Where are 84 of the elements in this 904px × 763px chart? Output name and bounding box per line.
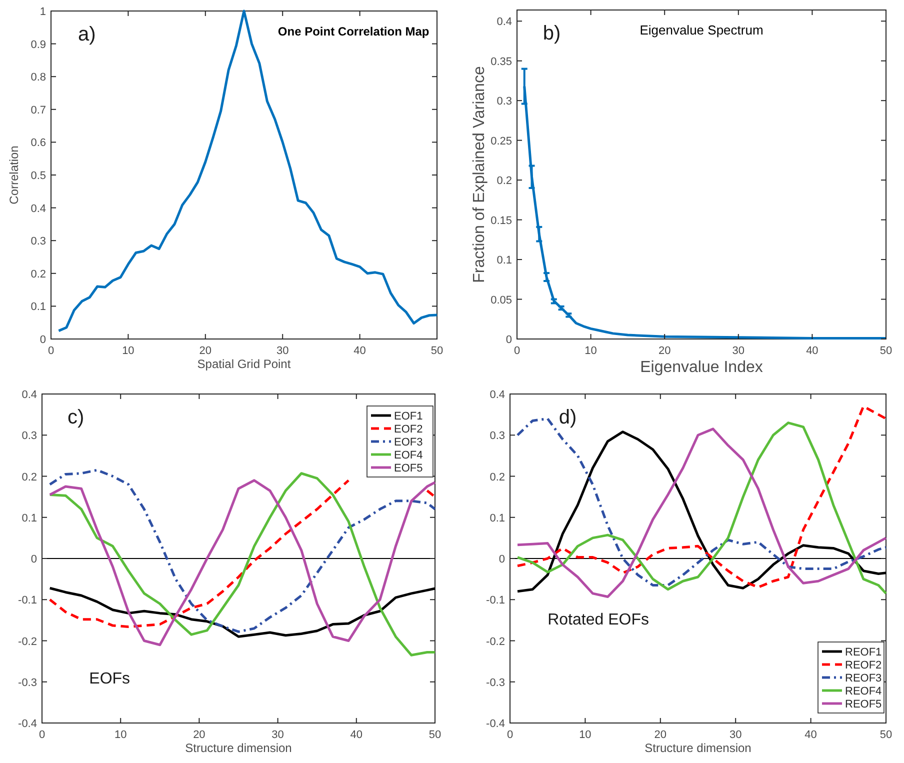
x-axis-title: Spatial Grid Point (197, 357, 292, 371)
x-tick-label: 30 (732, 345, 745, 357)
x-tick-label: 50 (430, 345, 444, 357)
x-tick-label: 40 (806, 345, 818, 357)
text: One Point Correlation Map (278, 24, 430, 39)
legend-label: EOF3 (394, 436, 423, 448)
y-tick-label: 0 (30, 554, 37, 566)
x-tick-label: 20 (193, 729, 206, 741)
y-tick-label: 0.1 (22, 512, 37, 524)
x-axis-title: Structure dimension (185, 741, 292, 755)
legend-label: REOF1 (845, 646, 882, 658)
x-tick-label: 0 (514, 345, 520, 357)
y-tick-label: -0.2 (18, 636, 37, 648)
y-tick-label: 0.2 (496, 175, 512, 188)
x-tick-label: 0 (48, 345, 54, 357)
legend-label: EOF1 (394, 410, 423, 422)
y-tick-label: -0.4 (486, 718, 505, 730)
y-tick-label: -0.1 (18, 594, 37, 607)
legend-label: EOF5 (394, 462, 423, 474)
y-tick-label: 0.7 (30, 104, 46, 116)
y-tick-label: 0.4 (490, 389, 505, 401)
x-tick-label: 40 (350, 729, 363, 741)
y-tick-label: 0.3 (30, 236, 46, 248)
legend-label: REOF4 (845, 686, 882, 698)
x-tick-label: 50 (880, 345, 892, 357)
legend-label: REOF3 (845, 672, 882, 684)
y-tick-label: 0.8 (30, 72, 46, 84)
y-tick-label: 0.15 (490, 214, 512, 227)
annotation: d) (558, 406, 577, 429)
y-tick-label: -0.1 (486, 594, 505, 607)
y-tick-label: 0.9 (30, 38, 46, 51)
annotation: c) (68, 406, 84, 429)
x-tick-label: 10 (584, 345, 597, 357)
y-tick-label: 0.1 (30, 301, 46, 314)
y-tick-label: 0.1 (496, 254, 512, 267)
y-tick-label: 0 (506, 334, 512, 346)
x-tick-label: 40 (354, 345, 366, 357)
y-tick-label: 0.6 (30, 137, 46, 150)
x-tick-label: 10 (579, 729, 592, 741)
y-tick-label: -0.3 (486, 676, 505, 689)
y-axis-title: Correlation (7, 146, 21, 204)
y-tick-label: 0.4 (22, 389, 37, 401)
y-tick-label: 1 (40, 6, 46, 18)
y-axis-title: Fraction of Explained Variance (471, 66, 488, 283)
y-tick-label: 0.3 (496, 96, 512, 108)
annotation: a) (78, 24, 96, 46)
y-tick-label: 0.1 (490, 512, 505, 524)
x-tick-label: 40 (804, 729, 817, 741)
y-tick-label: 0.2 (22, 471, 37, 484)
y-tick-label: 0.5 (30, 170, 46, 182)
y-tick-label: -0.4 (18, 718, 37, 730)
y-tick-label: 0.35 (490, 56, 512, 68)
legend-label: REOF5 (845, 698, 882, 710)
y-tick-label: -0.2 (486, 636, 505, 648)
y-tick-label: 0.4 (30, 202, 46, 215)
x-tick-label: 30 (276, 345, 289, 357)
y-tick-label: 0.3 (490, 430, 505, 442)
x-tick-label: 20 (199, 345, 212, 357)
x-tick-label: 30 (272, 729, 284, 741)
annotation: Rotated EOFs (548, 611, 649, 628)
text: Eigenvalue Spectrum (640, 22, 764, 38)
y-tick-label: 0.4 (496, 16, 512, 28)
x-axis-title: Structure dimension (644, 741, 752, 755)
x-tick-label: 10 (122, 345, 134, 357)
y-tick-label: 0.25 (490, 135, 512, 148)
y-tick-label: -0.3 (18, 676, 37, 689)
y-tick-label: 0.2 (30, 268, 46, 280)
y-tick-label: 0 (40, 334, 46, 346)
x-axis-title: Eigenvalue Index (640, 359, 763, 376)
x-tick-label: 20 (654, 729, 667, 741)
legend-label: EOF4 (394, 450, 423, 462)
y-tick-label: 0.05 (490, 294, 512, 306)
annotation: b) (542, 22, 561, 45)
legend-label: EOF2 (394, 424, 423, 436)
x-tick-label: 20 (658, 345, 671, 357)
legend-label: REOF2 (845, 660, 882, 672)
x-tick-label: 30 (729, 729, 742, 741)
y-tick-label: 0 (498, 554, 505, 566)
x-tick-label: 50 (428, 729, 442, 741)
x-tick-label: 50 (880, 729, 892, 741)
y-tick-label: 0.3 (22, 430, 37, 442)
y-tick-label: 0.2 (490, 471, 505, 484)
annotation: EOFs (89, 670, 130, 688)
x-tick-label: 10 (114, 729, 127, 741)
